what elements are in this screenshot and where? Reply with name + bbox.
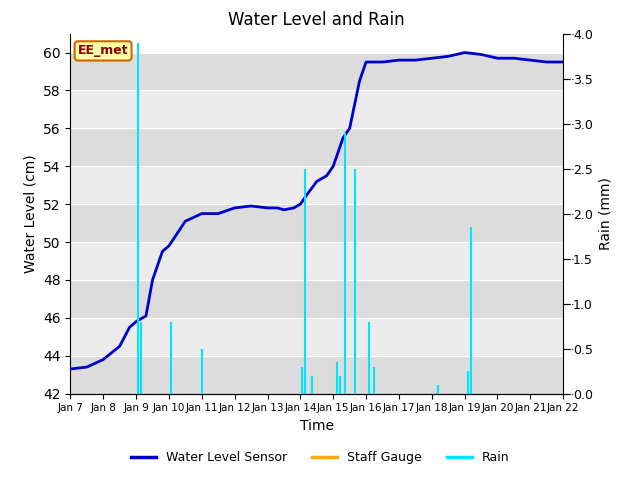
Bar (70, 204, 563, 242)
Text: EE_met: EE_met (78, 44, 129, 58)
Bar (70, 90, 563, 128)
Legend: Water Level Sensor, Staff Gauge, Rain: Water Level Sensor, Staff Gauge, Rain (125, 446, 515, 469)
Bar (70, 280, 563, 318)
Bar (70, 242, 563, 280)
Bar (70, 356, 563, 394)
Bar (70, 128, 563, 166)
X-axis label: Time: Time (300, 419, 334, 433)
Title: Water Level and Rain: Water Level and Rain (228, 11, 405, 29)
Y-axis label: Rain (mm): Rain (mm) (598, 177, 612, 250)
Bar (70, 318, 563, 356)
Bar (70, 166, 563, 204)
Bar (70, 52, 563, 90)
Y-axis label: Water Level (cm): Water Level (cm) (24, 154, 38, 273)
